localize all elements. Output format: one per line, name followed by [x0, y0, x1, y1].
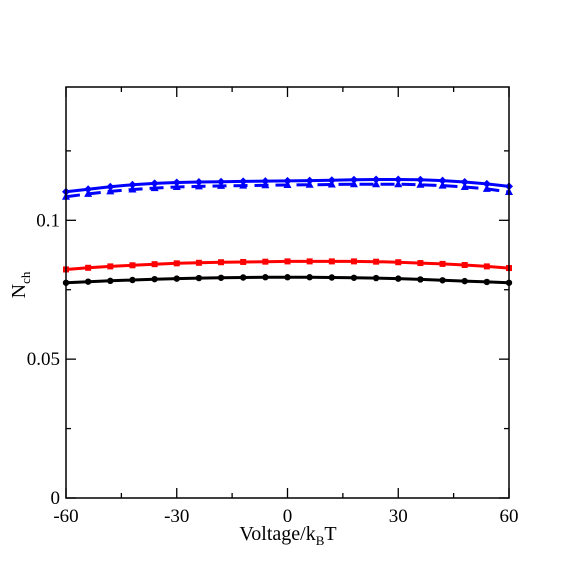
- y-tick-label: 0.1: [36, 210, 60, 231]
- data-point: [460, 177, 469, 186]
- data-point: [84, 185, 93, 194]
- plot-frame: [65, 86, 510, 499]
- data-point: [240, 274, 247, 281]
- data-point: [106, 182, 115, 191]
- data-point: [107, 277, 114, 285]
- data-point: [438, 181, 447, 189]
- data-point: [151, 261, 158, 268]
- data-point: [106, 186, 115, 195]
- data-point: [439, 260, 446, 267]
- data-point: [107, 263, 114, 270]
- data-point: [239, 181, 248, 189]
- x-tick-label: 60: [500, 506, 519, 527]
- data-point: [483, 263, 490, 270]
- data-point: [461, 262, 468, 269]
- data-point: [284, 258, 291, 265]
- data-point: [460, 182, 469, 190]
- data-point: [395, 259, 402, 266]
- x-tick-label: -60: [53, 506, 78, 527]
- series-triangle: [62, 179, 513, 200]
- data-point: [372, 179, 381, 188]
- data-point: [262, 274, 269, 281]
- data-point: [85, 264, 92, 271]
- data-point: [417, 260, 424, 267]
- data-point: [416, 180, 425, 188]
- data-point: [240, 258, 247, 265]
- x-axis-label: Voltage/kBT: [239, 523, 336, 548]
- data-point: [305, 180, 314, 188]
- series-layer: [62, 175, 513, 286]
- x-axis-label-tail: T: [324, 523, 336, 545]
- data-point: [172, 182, 181, 190]
- y-axis-label-main: N: [8, 284, 30, 298]
- data-point: [438, 176, 447, 185]
- data-point: [461, 277, 468, 285]
- data-point: [417, 276, 424, 283]
- data-point: [395, 275, 402, 282]
- data-point: [84, 278, 92, 285]
- data-point: [151, 275, 158, 283]
- data-point: [128, 180, 137, 189]
- data-point: [283, 180, 292, 189]
- tick-labels-layer: -60 -30 0 30 60 0 0.05 0.1: [27, 210, 519, 527]
- data-point: [482, 179, 491, 188]
- data-point: [150, 179, 159, 188]
- data-point: [261, 180, 270, 189]
- data-point: [328, 274, 335, 281]
- data-point: [482, 184, 491, 192]
- data-point: [218, 259, 225, 266]
- x-axis-label-sub: B: [316, 533, 325, 548]
- data-point: [350, 274, 358, 281]
- data-point: [173, 275, 180, 282]
- data-point: [328, 258, 335, 265]
- data-point: [129, 262, 136, 269]
- x-axis-label-main: Voltage/k: [239, 523, 315, 545]
- series-circle: [62, 274, 513, 286]
- data-point: [350, 258, 357, 265]
- ticks-layer: [65, 87, 510, 499]
- data-point: [373, 258, 380, 265]
- data-point: [416, 175, 425, 184]
- y-axis-label-sub: ch: [18, 271, 33, 284]
- data-point: [217, 181, 226, 189]
- series-square: [63, 258, 512, 273]
- data-point: [217, 274, 225, 281]
- data-point: [194, 181, 203, 190]
- data-point: [195, 274, 203, 282]
- data-point: [439, 277, 446, 284]
- y-axis-label: Nch: [8, 271, 33, 298]
- data-point: [284, 274, 291, 281]
- data-point: [84, 189, 93, 197]
- data-point: [128, 184, 137, 193]
- data-point: [372, 175, 381, 184]
- x-tick-label: 30: [389, 506, 408, 527]
- data-point: [327, 179, 336, 188]
- y-tick-label: 0.05: [27, 349, 60, 370]
- data-point: [394, 179, 403, 188]
- data-point: [306, 274, 313, 281]
- data-point: [150, 183, 159, 192]
- data-point: [483, 278, 491, 286]
- data-point: [195, 259, 202, 266]
- y-tick-label: 0: [51, 488, 61, 509]
- data-point: [129, 276, 136, 284]
- data-point: [306, 258, 313, 265]
- data-point: [372, 274, 380, 282]
- x-tick-label: -30: [164, 506, 189, 527]
- data-point: [173, 260, 180, 267]
- data-point: [262, 258, 269, 265]
- data-point: [394, 175, 403, 184]
- x-tick-label: 0: [283, 506, 293, 527]
- data-point: [349, 179, 358, 188]
